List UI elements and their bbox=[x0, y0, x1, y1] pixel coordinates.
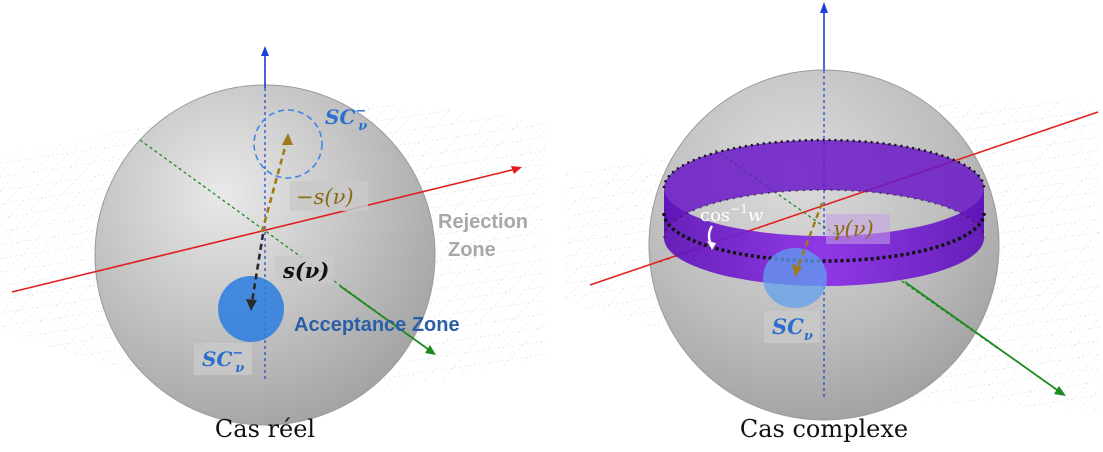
red-axis-inner bbox=[99, 189, 431, 272]
acceptance-label: Acceptance Zone bbox=[294, 314, 460, 336]
green-axis-right-arrow bbox=[1054, 386, 1066, 396]
minus-s-vector bbox=[260, 139, 289, 233]
sc-bottom-label: SC− ν bbox=[202, 346, 244, 376]
s-label-bg bbox=[275, 256, 333, 284]
sc-bottom-label-bg bbox=[194, 343, 252, 375]
red-axis-arrow bbox=[511, 166, 522, 174]
sc-label: SCν bbox=[772, 314, 813, 344]
gamma-vector bbox=[795, 202, 824, 271]
minus-s-arrowhead bbox=[282, 133, 293, 145]
s-vector bbox=[250, 233, 265, 303]
band-bottom-dots bbox=[663, 189, 985, 239]
vertical-axis-arrow bbox=[261, 46, 269, 56]
sc-label-bg bbox=[764, 311, 820, 343]
panel-real: SC− ν −s(ν) Rejection Zone s(ν) Acceptanc… bbox=[0, 46, 545, 443]
red-axis-right bbox=[589, 111, 1099, 286]
minus-s-label-bg bbox=[290, 181, 368, 211]
gamma-label: γ(ν) bbox=[832, 217, 874, 241]
minus-s-label: −s(ν) bbox=[296, 185, 354, 209]
gamma-arrowhead bbox=[792, 264, 802, 277]
top-cap-outline bbox=[253, 109, 323, 179]
green-axis-arrow bbox=[425, 345, 436, 355]
cap-right bbox=[763, 248, 827, 308]
panel-complex: cos−1w γ(ν) SCν Cas complexe bbox=[565, 2, 1100, 443]
angle-arrowhead bbox=[707, 241, 716, 250]
gamma-label-bg bbox=[826, 214, 890, 244]
band-top-dots bbox=[662, 138, 986, 189]
green-axis-solid bbox=[339, 285, 433, 353]
green-axis-right-solid bbox=[904, 281, 1061, 393]
s-label: s(ν) bbox=[282, 258, 329, 283]
caption-complex: Cas complexe bbox=[740, 415, 908, 443]
band-front bbox=[664, 188, 984, 286]
acos-label: cos−1w bbox=[700, 202, 764, 226]
s-arrowhead bbox=[246, 299, 257, 311]
caption-real: Cas réel bbox=[215, 415, 315, 443]
vertical-axis-right-arrow bbox=[820, 2, 828, 13]
rejection-label-line1: Rejection bbox=[438, 211, 528, 233]
band-back bbox=[664, 140, 984, 238]
sc-top-label: SC− ν bbox=[325, 104, 367, 134]
rejection-label-line2: Zone bbox=[448, 239, 496, 261]
band-equator-dots bbox=[662, 212, 986, 263]
